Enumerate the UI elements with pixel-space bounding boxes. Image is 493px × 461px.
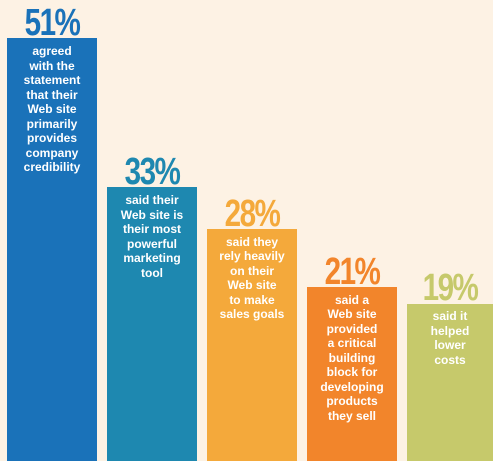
bar [207, 228, 297, 461]
value-label: 28% [224, 192, 281, 235]
value-label: 33% [124, 151, 181, 194]
bar [7, 38, 97, 461]
bar [107, 187, 197, 461]
bar-description: said their Web site is their most powerf… [120, 193, 184, 280]
bar [307, 286, 397, 461]
bar-description: said it helped lower costs [430, 309, 470, 367]
bar-description: said a Web site provided a critical buil… [320, 292, 384, 423]
bar [407, 303, 493, 461]
value-label: 51% [24, 2, 81, 45]
bar-description: agreed with the statement that their Web… [23, 44, 81, 175]
value-label: 19% [422, 267, 479, 310]
bar-description: said they rely heavily on their Web site… [219, 234, 285, 322]
value-label: 21% [324, 250, 381, 293]
